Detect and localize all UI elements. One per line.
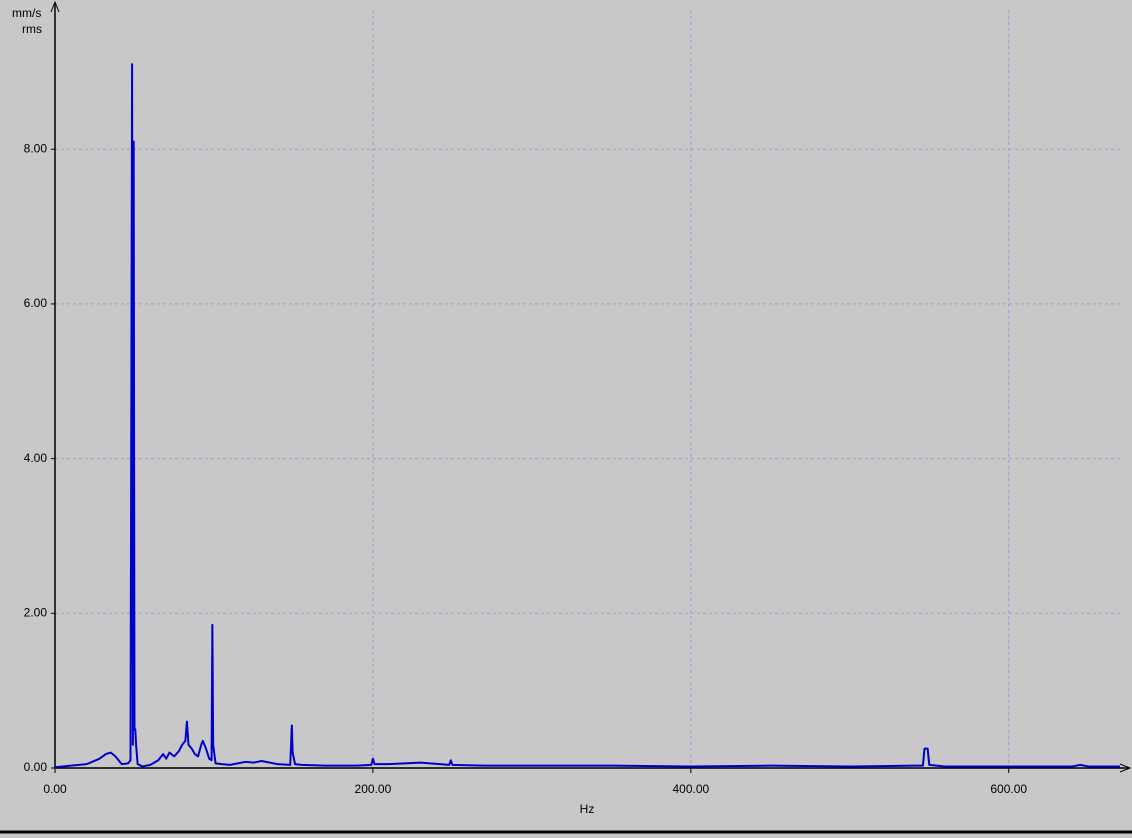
- x-tick-label: 0.00: [43, 782, 67, 796]
- y-tick-label: 8.00: [24, 141, 48, 155]
- y-axis-label: mm/s: [12, 6, 41, 20]
- y-tick-label: 2.00: [24, 605, 48, 619]
- spectrum-line: [54, 63, 1120, 769]
- y-axis-arrow: [50, 0, 60, 13]
- y-tick-label: 6.00: [24, 296, 48, 310]
- x-tick-label: 600.00: [990, 782, 1027, 796]
- x-tick-label: 400.00: [672, 782, 709, 796]
- y-tick-label: 4.00: [24, 451, 48, 465]
- x-axis-label: Hz: [580, 802, 595, 816]
- y-tick-label: 0.00: [24, 760, 48, 774]
- x-tick-label: 200.00: [355, 782, 392, 796]
- y-axis-unit: rms: [22, 22, 42, 36]
- x-axis-arrow: [1119, 763, 1132, 773]
